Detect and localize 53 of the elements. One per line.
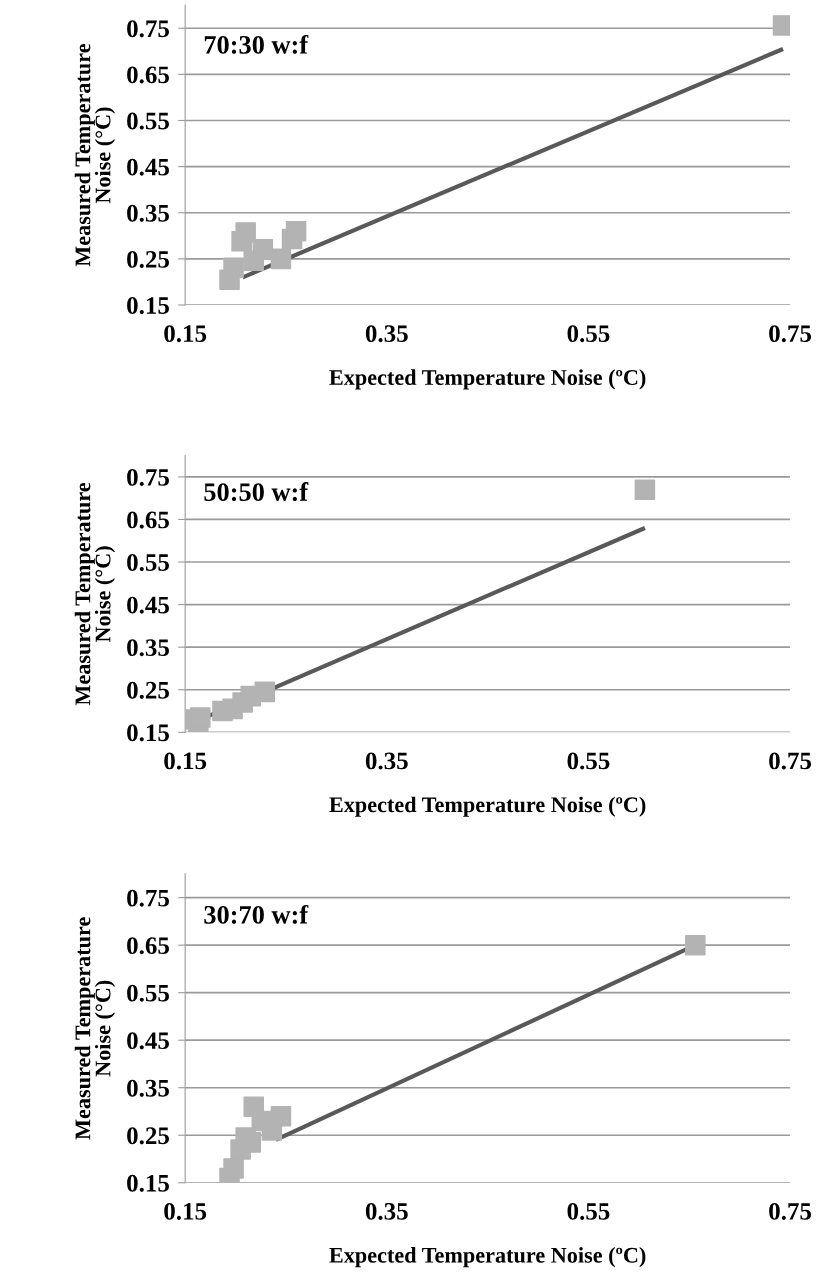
point [772, 15, 791, 36]
y-tick-label: 0.35 [127, 1079, 169, 1097]
x-tick-label: 0.15 [164, 325, 207, 343]
y-axis-title: Measured Temperature Noise (°C) [74, 44, 116, 267]
y-axis-title: Measured Temperature Noise (°C) [74, 482, 116, 706]
y-tick-label: 0.15 [127, 297, 169, 315]
x-tick-label: 0.35 [365, 752, 408, 770]
x-tick-label: 0.55 [567, 1202, 610, 1220]
x-tick-label: 0.35 [365, 325, 408, 343]
x-tick-label: 0.55 [567, 752, 610, 770]
x-tick-label: 0.75 [769, 1202, 812, 1220]
y-tick-label: 0.15 [127, 1174, 169, 1192]
y-tick-label: 0.65 [127, 511, 169, 529]
annotation: 30:70 w:f [204, 904, 309, 924]
y-tick-label: 0.65 [127, 937, 169, 955]
y-tick-label: 0.25 [127, 250, 169, 268]
y-tick-label: 0.55 [127, 554, 169, 572]
y-axis-title: Measured Temperature Noise (°C) [74, 917, 116, 1140]
point [252, 238, 274, 260]
annotation: 50:50 w:f [204, 482, 309, 502]
point [685, 934, 706, 956]
point [254, 681, 276, 703]
y-tick-label: 0.25 [127, 1127, 169, 1145]
point [270, 1105, 292, 1127]
y-tick-label: 0.25 [127, 681, 169, 699]
y-tick-label: 0.15 [127, 724, 169, 742]
x-tick-label: 0.75 [769, 325, 812, 343]
y-tick-label: 0.45 [127, 1032, 169, 1050]
y-tick-label: 0.35 [127, 639, 169, 657]
y-tick-label: 0.75 [127, 889, 169, 907]
y-tick-label: 0.65 [127, 66, 169, 84]
y-tick-label: 0.75 [127, 468, 169, 486]
x-tick-label: 0.15 [164, 1202, 207, 1220]
point [223, 1158, 244, 1179]
y-tick-label: 0.75 [127, 20, 169, 38]
annotation: 70:30 w:f [204, 34, 309, 54]
x-axis-title: Expected Temperature Noise (ºC) [329, 369, 646, 390]
y-tick-label: 0.55 [127, 112, 169, 130]
point [270, 248, 292, 270]
x-axis-title: Expected Temperature Noise (ºC) [329, 1247, 646, 1268]
x-tick-label: 0.15 [164, 752, 207, 770]
x-axis-title: Expected Temperature Noise (ºC) [329, 796, 646, 817]
y-tick-label: 0.55 [127, 984, 169, 1002]
point [223, 257, 244, 278]
x-tick-label: 0.75 [769, 752, 812, 770]
y-tick-label: 0.45 [127, 596, 169, 614]
x-tick-label: 0.35 [365, 1202, 408, 1220]
point [285, 220, 307, 242]
point [235, 222, 256, 243]
y-tick-label: 0.45 [127, 158, 169, 176]
x-tick-label: 0.55 [567, 325, 610, 343]
y-tick-label: 0.35 [127, 204, 169, 222]
point [634, 479, 656, 500]
